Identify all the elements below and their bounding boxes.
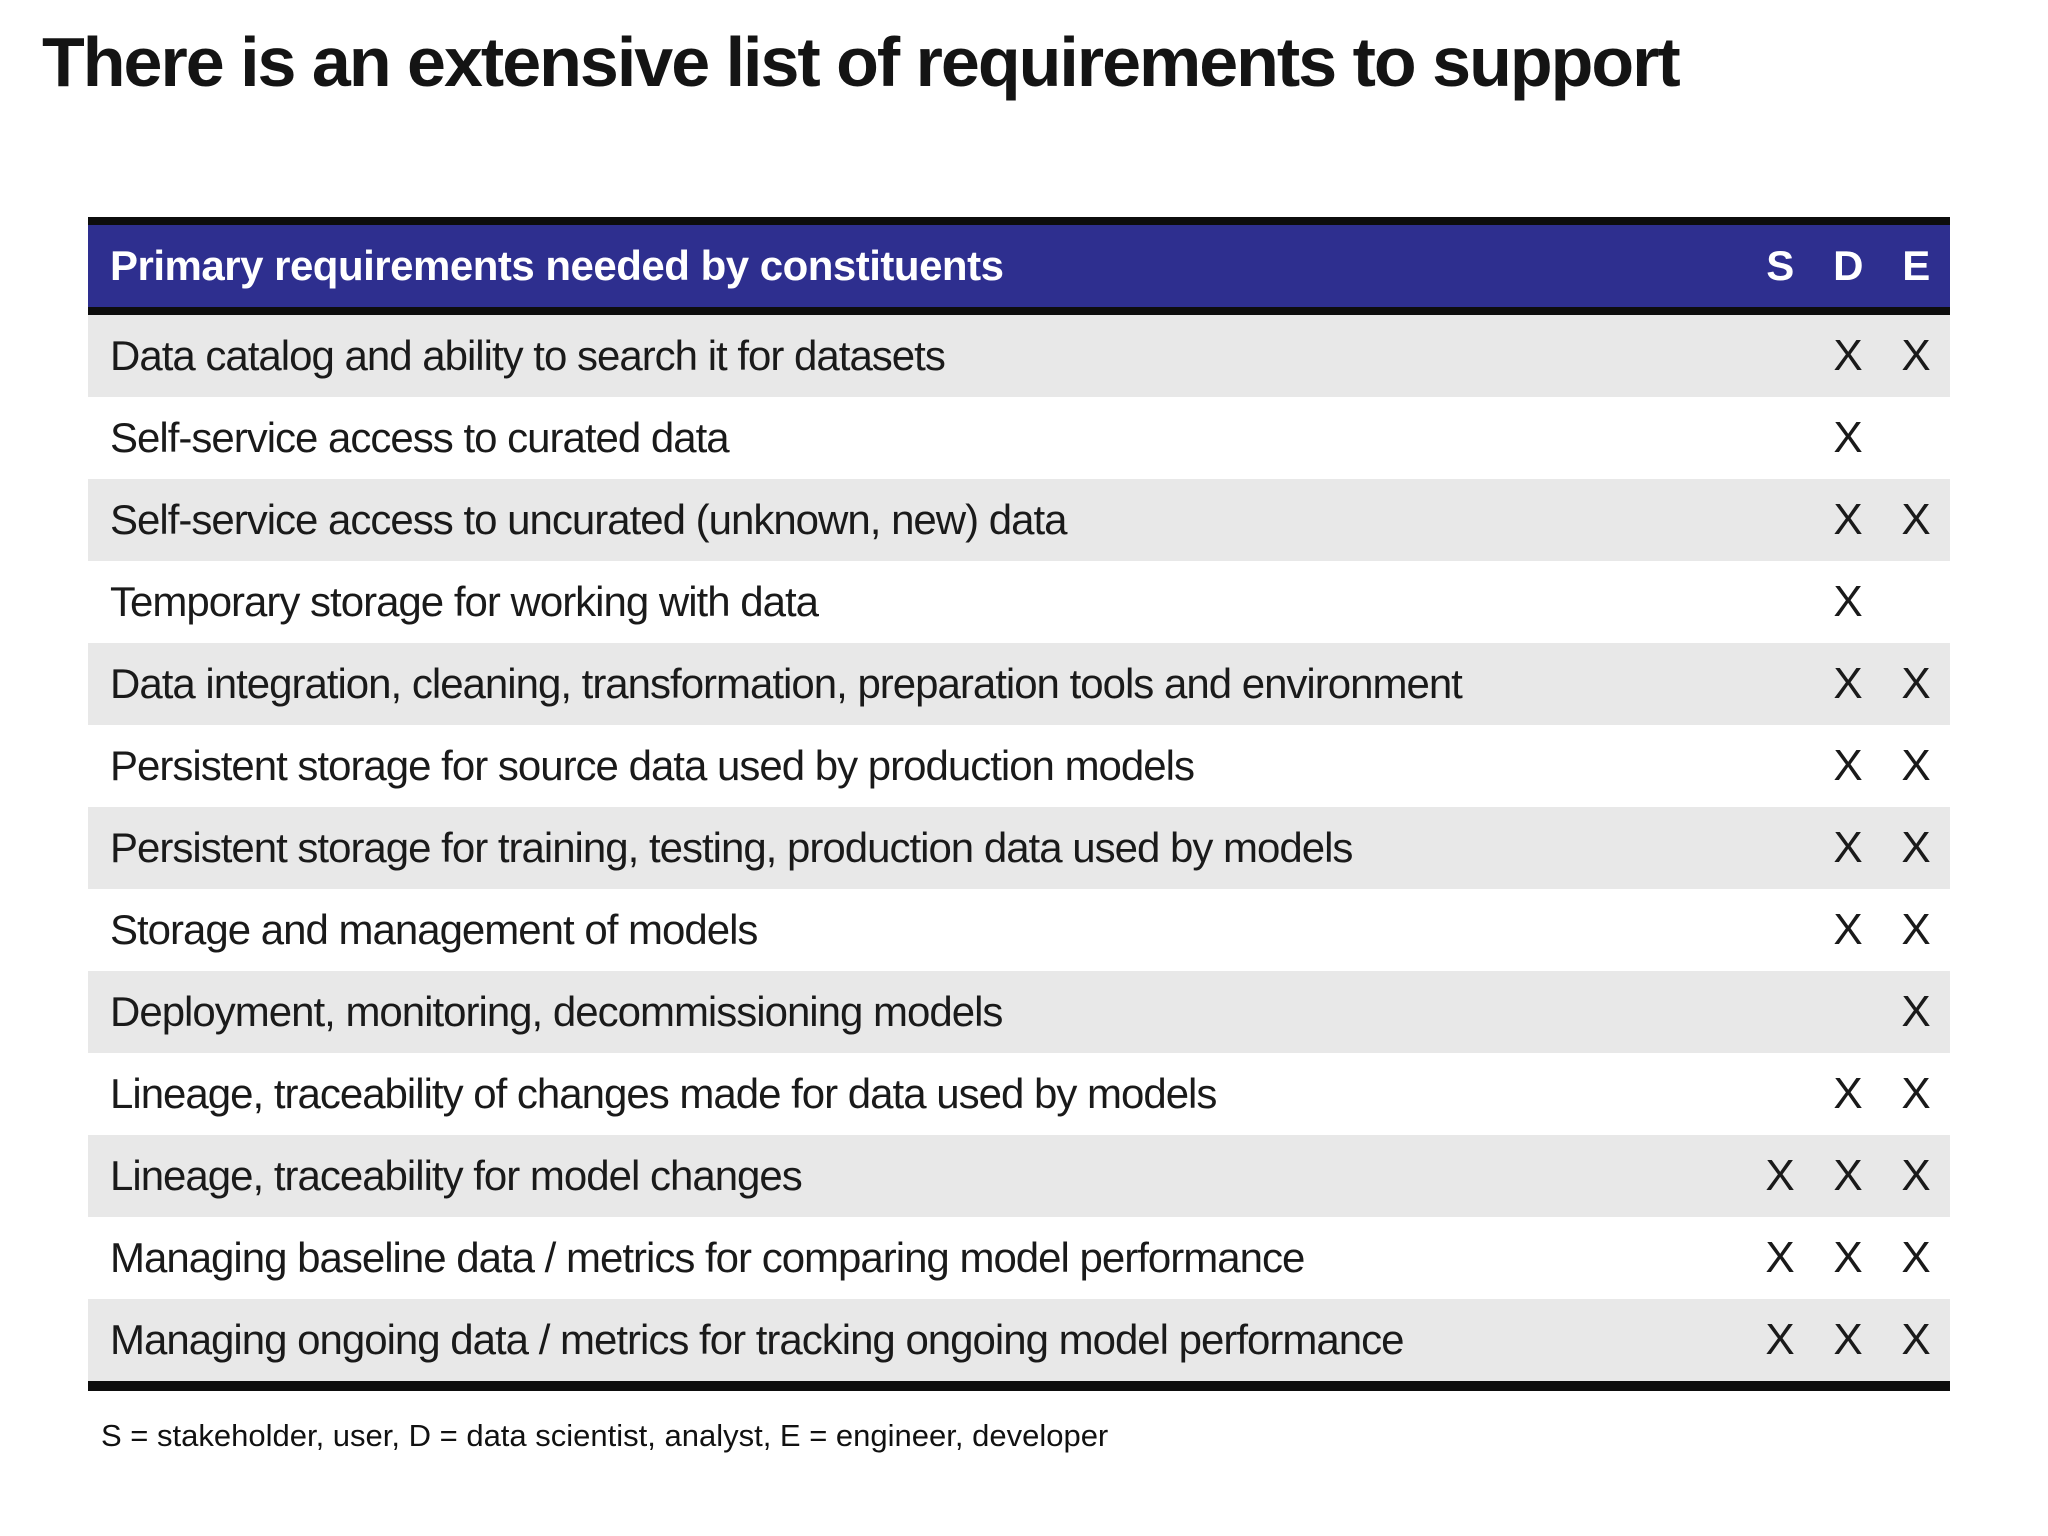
column-header-d: D — [1833, 242, 1863, 289]
requirement-label: Managing baseline data / metrics for com… — [110, 1234, 1305, 1281]
requirement-label: Lineage, traceability of changes made fo… — [110, 1070, 1217, 1117]
requirement-label: Persistent storage for training, testing… — [110, 824, 1353, 871]
mark-cell-s: X — [1765, 1233, 1795, 1282]
requirement-label: Self-service access to uncurated (unknow… — [110, 496, 1068, 543]
column-header-e: E — [1902, 242, 1930, 289]
mark-cell-e: X — [1901, 331, 1931, 380]
mark-cell-d: X — [1833, 905, 1863, 954]
requirement-label: Managing ongoing data / metrics for trac… — [110, 1316, 1404, 1363]
mark-cell-e: X — [1901, 741, 1931, 790]
table-row: Self-service access to uncurated (unknow… — [88, 479, 1950, 561]
mark-cell-s: X — [1765, 1151, 1795, 1200]
table-row: Data catalog and ability to search it fo… — [88, 315, 1950, 397]
mark-cell-d: X — [1833, 823, 1863, 872]
table-header-row: Primary requirements needed by constitue… — [88, 225, 1950, 315]
mark-cell-d: X — [1833, 331, 1863, 380]
table-row: Lineage, traceability of changes made fo… — [88, 1053, 1950, 1135]
mark-cell-e: X — [1901, 1151, 1931, 1200]
mark-cell-d: X — [1833, 495, 1863, 544]
requirement-label: Deployment, monitoring, decommissioning … — [110, 988, 1003, 1035]
table-row: Managing baseline data / metrics for com… — [88, 1217, 1950, 1299]
mark-cell-d: X — [1833, 1315, 1863, 1364]
mark-cell-e: X — [1901, 1315, 1931, 1364]
table-row: Temporary storage for working with data … — [88, 561, 1950, 643]
table-row: Persistent storage for source data used … — [88, 725, 1950, 807]
mark-cell-s: X — [1765, 1315, 1795, 1364]
table-body: Data catalog and ability to search it fo… — [88, 315, 1950, 1381]
mark-cell-e: X — [1901, 1233, 1931, 1282]
mark-cell-e: X — [1901, 987, 1931, 1036]
requirement-label: Data integration, cleaning, transformati… — [110, 660, 1463, 707]
table-row: Deployment, monitoring, decommissioning … — [88, 971, 1950, 1053]
mark-cell-e: X — [1901, 905, 1931, 954]
mark-cell-e: X — [1901, 495, 1931, 544]
mark-cell-d: X — [1833, 1069, 1863, 1118]
requirement-label: Lineage, traceability for model changes — [110, 1152, 803, 1199]
requirement-label: Data catalog and ability to search it fo… — [110, 332, 946, 379]
requirement-label: Temporary storage for working with data — [110, 578, 819, 625]
table-row: Data integration, cleaning, transformati… — [88, 643, 1950, 725]
mark-cell-d: X — [1833, 741, 1863, 790]
mark-cell-d: X — [1833, 413, 1863, 462]
legend-footnote: S = stakeholder, user, D = data scientis… — [101, 1418, 1109, 1453]
mark-cell-e: X — [1901, 823, 1931, 872]
table-row: Self-service access to curated data X — [88, 397, 1950, 479]
mark-cell-d: X — [1833, 1233, 1863, 1282]
column-header-s: S — [1766, 242, 1794, 289]
mark-cell-d: X — [1833, 1151, 1863, 1200]
table-row: Storage and management of models X X — [88, 889, 1950, 971]
mark-cell-e: X — [1901, 659, 1931, 708]
requirements-table: Primary requirements needed by constitue… — [88, 217, 1950, 1391]
requirement-label: Self-service access to curated data — [110, 414, 730, 461]
mark-cell-d: X — [1833, 577, 1863, 626]
page-title: There is an extensive list of requiremen… — [42, 23, 1681, 101]
mark-cell-d: X — [1833, 659, 1863, 708]
table-header-label: Primary requirements needed by constitue… — [110, 242, 1004, 289]
mark-cell-e: X — [1901, 1069, 1931, 1118]
requirement-label: Persistent storage for source data used … — [110, 742, 1195, 789]
table-row: Lineage, traceability for model changes … — [88, 1135, 1950, 1217]
table-row: Persistent storage for training, testing… — [88, 807, 1950, 889]
table-row: Managing ongoing data / metrics for trac… — [88, 1299, 1950, 1381]
requirement-label: Storage and management of models — [110, 906, 758, 953]
